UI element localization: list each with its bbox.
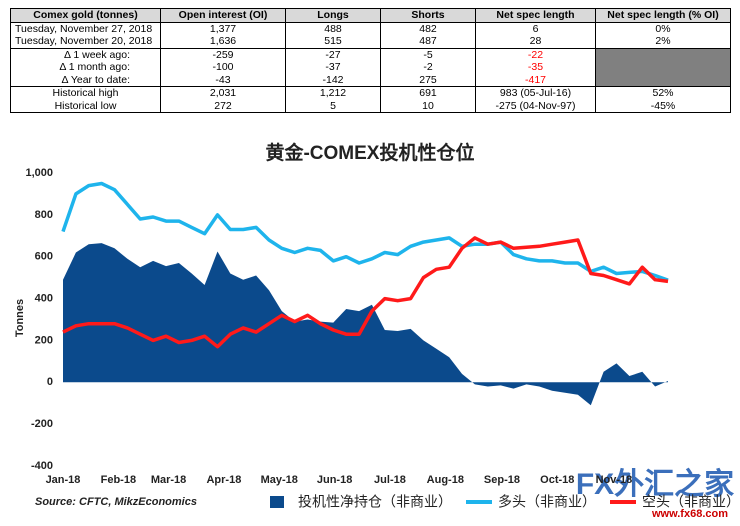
header-cell: Comex gold (tonnes): [10, 8, 161, 23]
table-cell: 2,031: [160, 86, 286, 100]
table-cell: -43: [160, 73, 286, 87]
table-cell: 1,212: [285, 86, 381, 100]
x-tick-label: Mar-18: [151, 474, 186, 486]
y-tick-label: 400: [35, 292, 53, 304]
x-tick-label: Feb-18: [101, 474, 136, 486]
table-cell: 10: [380, 99, 476, 113]
x-tick-label: Jun-18: [317, 474, 352, 486]
header-cell: Open interest (OI): [160, 8, 286, 23]
table-cell: -45%: [595, 99, 731, 113]
chart-title: 黄金-COMEX投机性仓位: [265, 141, 474, 164]
shaded-cell: [595, 73, 731, 87]
table-cell: 0%: [595, 21, 731, 35]
table-cell: 983 (05-Jul-16): [475, 86, 596, 100]
header-cell: Net spec length (% OI): [595, 8, 731, 23]
y-tick-label: 800: [35, 209, 53, 221]
table-cell: Δ 1 month ago:: [10, 61, 161, 74]
y-tick-label: 1,000: [25, 167, 53, 179]
line: [62, 236, 669, 349]
table-cell: Tuesday, November 27, 2018: [10, 21, 161, 35]
x-tick-label: Jul-18: [374, 474, 406, 486]
table-cell: -2: [380, 61, 476, 74]
table-cell: -142: [285, 73, 381, 87]
y-tick-label: 200: [35, 334, 53, 346]
source: Source: CFTC, MikzEconomics: [35, 496, 197, 508]
table-cell: -27: [285, 47, 381, 61]
table-cell: 28: [475, 35, 596, 49]
table-cell: 272: [160, 99, 286, 113]
table-cell: -100: [160, 61, 286, 74]
table-cell: 6: [475, 21, 596, 35]
table-cell: Historical high: [10, 86, 161, 100]
table-cell: Δ Year to date:: [10, 73, 161, 87]
table-cell: 2%: [595, 35, 731, 49]
x-tick-label: Nov-18: [596, 474, 633, 486]
table-cell: 275: [380, 73, 476, 87]
header-cell: Net spec length: [475, 8, 596, 23]
table-row: Tuesday, November 20, 2018 1,636 515 487 28 2…: [10, 35, 731, 49]
y-tick-label: 600: [35, 251, 53, 263]
watermark: FX外汇之家: [576, 467, 734, 501]
shaded-cell: [595, 61, 731, 74]
legend-swatch: [270, 496, 284, 508]
table-cell: 488: [285, 21, 381, 35]
watermark-url: www.fx68.com: [651, 508, 728, 520]
table-row: Historical high 2,031 1,212 691 983 (05-Jul-…: [10, 86, 731, 100]
x-tick-label: Sep-18: [484, 474, 520, 486]
y-tick-label: 0: [47, 376, 53, 388]
table-cell: 482: [380, 21, 476, 35]
table-cell: 1,377: [160, 21, 286, 35]
header-cell: Shorts: [380, 8, 476, 23]
header-row: Comex gold (tonnes) Open interest (OI) Lon…: [10, 8, 731, 23]
table-cell: -259: [160, 47, 286, 61]
y-tick-label: -200: [31, 418, 53, 430]
table-cell: Δ 1 week ago:: [10, 47, 161, 61]
legend-label: 空头（非商业）: [642, 494, 740, 510]
x-tick-label: Apr-18: [206, 474, 241, 486]
chart: 黄金-COMEX投机性仓位 Tonnes Source: CFTC, MikzE…: [14, 141, 740, 520]
table-cell: -35: [475, 61, 596, 74]
table-row: Δ 1 month ago: -100 -37 -2 -35: [10, 61, 731, 74]
table-row: Tuesday, November 27, 2018 1,377 488 482 6 0%: [10, 21, 731, 35]
table-cell: Tuesday, November 20, 2018: [10, 35, 161, 49]
table-cell: 487: [380, 35, 476, 49]
y-tick-label: -400: [31, 460, 53, 472]
table-row: Δ 1 week ago: -259 -27 -5 -22: [10, 47, 731, 61]
header-cell: Longs: [285, 8, 381, 23]
shaded-cell: [595, 47, 731, 61]
table-cell: 52%: [595, 86, 731, 100]
table-cell: 1,636: [160, 35, 286, 49]
legend-label: 投机性净持仓（非商业）: [298, 494, 452, 510]
table-cell: 691: [380, 86, 476, 100]
table-row: Historical low 272 5 10 -275 (04-Nov-97) -45%: [10, 99, 731, 113]
line: [61, 181, 669, 282]
x-tick-label: Jan-18: [46, 474, 81, 486]
table-cell: -37: [285, 61, 381, 74]
y-axis-label: Tonnes: [14, 299, 26, 337]
table-cell: 515: [285, 35, 381, 49]
x-tick-label: May-18: [261, 474, 298, 486]
table-cell: Historical low: [10, 99, 161, 113]
table-row: Δ Year to date: -43 -142 275 -417: [10, 73, 731, 87]
x-tick-label: Aug-18: [427, 474, 464, 486]
positions-table: Comex gold (tonnes) Open interest (OI) Lon…: [10, 8, 731, 113]
x-tick-label: Oct-18: [540, 474, 574, 486]
table-cell: -417: [475, 73, 596, 87]
table-cell: 5: [285, 99, 381, 113]
table-cell: -275 (04-Nov-97): [475, 99, 596, 113]
table-cell: -5: [380, 47, 476, 61]
legend-label: 多头（非商业）: [498, 494, 596, 510]
table-cell: -22: [475, 47, 596, 61]
